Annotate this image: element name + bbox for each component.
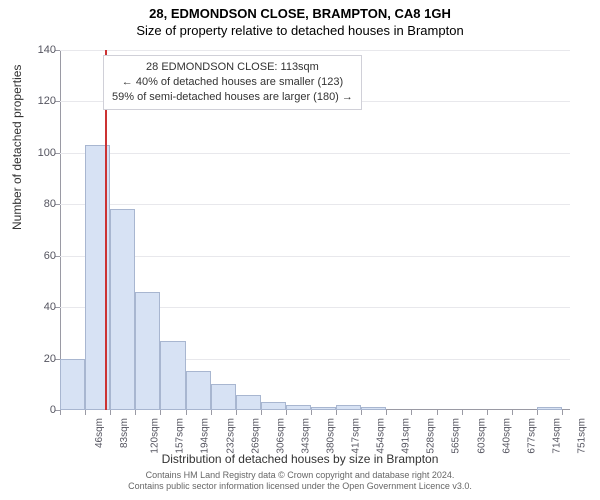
x-tick-mark <box>211 410 212 415</box>
x-tick-mark <box>160 410 161 415</box>
x-tick-mark <box>437 410 438 415</box>
x-tick-label: 194sqm <box>200 418 211 454</box>
x-tick-mark <box>462 410 463 415</box>
x-tick-mark <box>411 410 412 415</box>
x-tick-mark <box>311 410 312 415</box>
x-tick-label: 157sqm <box>175 418 186 454</box>
x-tick-label: 232sqm <box>225 418 236 454</box>
histogram-bar <box>361 407 386 410</box>
annotation-line-3: 59% of semi-detached houses are larger (… <box>112 90 353 105</box>
x-tick-label: 528sqm <box>426 418 437 454</box>
x-tick-mark <box>386 410 387 415</box>
x-tick-mark <box>537 410 538 415</box>
annotation-box: 28 EDMONDSON CLOSE: 113sqm ← 40% of deta… <box>103 55 362 110</box>
histogram-bar <box>336 405 361 410</box>
x-tick-label: 751sqm <box>576 418 587 454</box>
x-tick-mark <box>336 410 337 415</box>
chart-container: 28, EDMONDSON CLOSE, BRAMPTON, CA8 1GH S… <box>0 0 600 500</box>
x-tick-mark <box>512 410 513 415</box>
gridline <box>60 256 570 257</box>
y-axis-line <box>60 50 61 410</box>
gridline <box>60 50 570 51</box>
x-tick-mark <box>286 410 287 415</box>
y-tick-label: 0 <box>18 404 56 416</box>
x-tick-label: 269sqm <box>250 418 261 454</box>
gridline <box>60 153 570 154</box>
x-tick-mark <box>135 410 136 415</box>
histogram-bar <box>286 405 311 410</box>
x-tick-mark <box>186 410 187 415</box>
histogram-bar <box>135 292 160 410</box>
y-tick-label: 80 <box>18 198 56 210</box>
histogram-bar <box>211 384 236 410</box>
x-tick-mark <box>261 410 262 415</box>
y-tick-label: 120 <box>18 95 56 107</box>
histogram-bar <box>311 407 336 410</box>
histogram-bar <box>186 371 211 410</box>
x-tick-label: 454sqm <box>376 418 387 454</box>
x-tick-label: 306sqm <box>275 418 286 454</box>
footer-line-1: Contains HM Land Registry data © Crown c… <box>146 470 455 480</box>
x-tick-label: 640sqm <box>501 418 512 454</box>
y-tick-label: 60 <box>18 250 56 262</box>
x-tick-label: 714sqm <box>551 418 562 454</box>
x-tick-label: 83sqm <box>119 418 130 448</box>
x-tick-mark <box>361 410 362 415</box>
x-tick-label: 491sqm <box>401 418 412 454</box>
y-tick-label: 20 <box>18 353 56 365</box>
title-sub: Size of property relative to detached ho… <box>0 21 600 42</box>
y-tick-label: 40 <box>18 301 56 313</box>
histogram-bar <box>110 209 135 410</box>
footer-note: Contains HM Land Registry data © Crown c… <box>0 470 600 493</box>
x-tick-label: 343sqm <box>300 418 311 454</box>
x-tick-mark <box>60 410 61 415</box>
x-tick-label: 380sqm <box>325 418 336 454</box>
histogram-bar <box>160 341 186 410</box>
x-tick-label: 677sqm <box>526 418 537 454</box>
histogram-bar <box>236 395 261 410</box>
gridline <box>60 204 570 205</box>
annotation-line-2: ← 40% of detached houses are smaller (12… <box>112 75 353 90</box>
x-tick-label: 565sqm <box>451 418 462 454</box>
footer-line-2: Contains public sector information licen… <box>128 481 472 491</box>
y-tick-label: 100 <box>18 147 56 159</box>
x-tick-label: 120sqm <box>150 418 161 454</box>
x-tick-label: 417sqm <box>351 418 362 454</box>
y-tick-label: 140 <box>18 44 56 56</box>
x-tick-mark <box>236 410 237 415</box>
x-axis-title: Distribution of detached houses by size … <box>0 452 600 466</box>
x-tick-mark <box>110 410 111 415</box>
x-tick-mark <box>562 410 563 415</box>
x-tick-label: 603sqm <box>476 418 487 454</box>
x-tick-label: 46sqm <box>94 418 105 448</box>
x-tick-mark <box>85 410 86 415</box>
histogram-bar <box>261 402 286 410</box>
title-main: 28, EDMONDSON CLOSE, BRAMPTON, CA8 1GH <box>0 0 600 21</box>
x-tick-mark <box>487 410 488 415</box>
histogram-bar <box>60 359 85 410</box>
histogram-bar <box>537 407 562 410</box>
annotation-line-1: 28 EDMONDSON CLOSE: 113sqm <box>112 60 353 75</box>
